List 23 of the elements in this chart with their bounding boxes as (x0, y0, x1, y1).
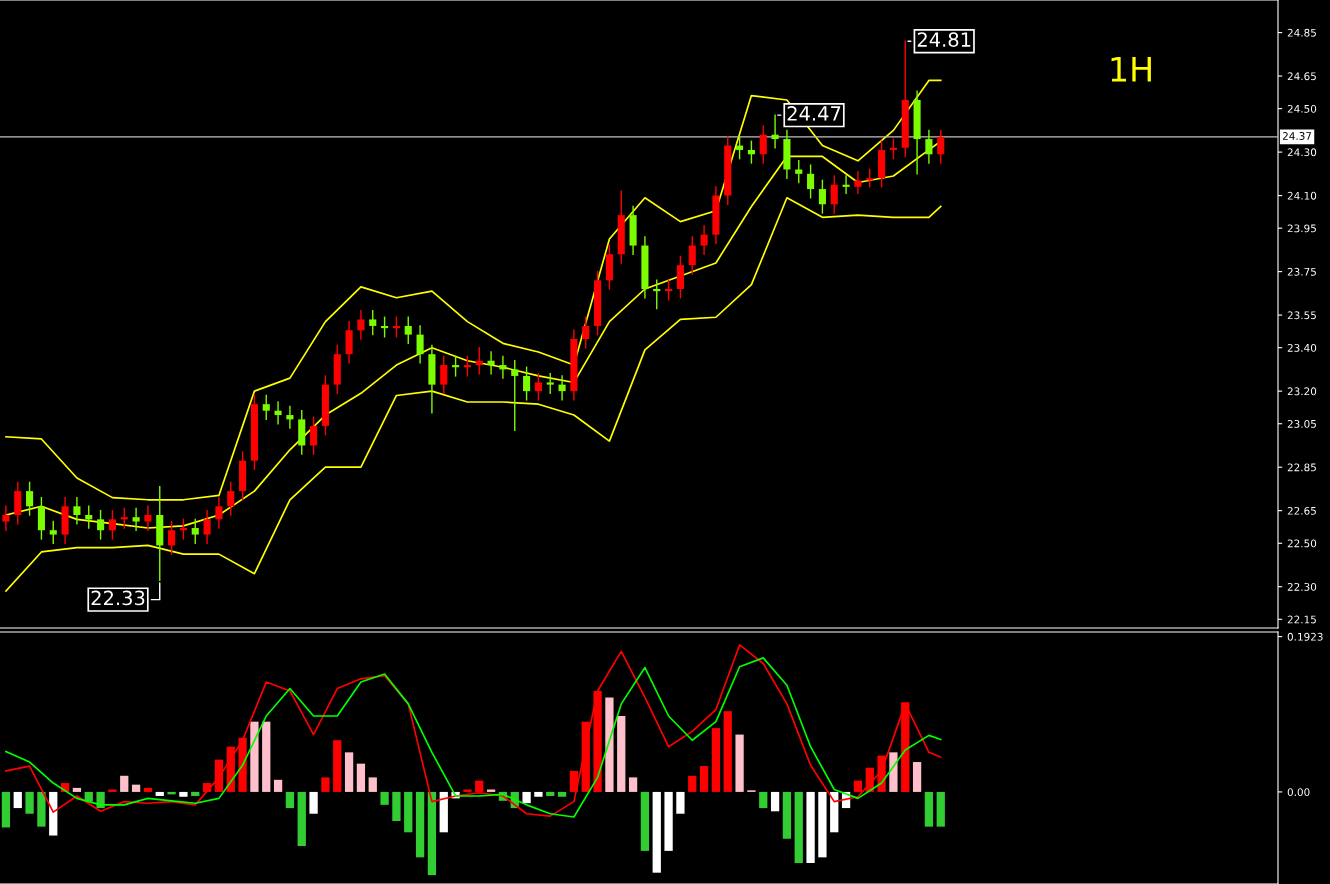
y-tick-label: 22.50 (1287, 539, 1317, 548)
y-tick-label: 22.65 (1287, 506, 1316, 515)
y-tick-label: 24.10 (1287, 191, 1317, 200)
y-tick-label: 24.30 (1287, 148, 1317, 157)
y-tick-label: 0.1923 (1287, 632, 1323, 641)
y-tick-label: 24.85 (1287, 28, 1316, 37)
y-tick-label: 22.85 (1287, 463, 1316, 472)
y-tick-label: 23.40 (1287, 343, 1317, 352)
annotation: 1H (1111, 57, 1151, 82)
y-tick-label: 23.95 (1287, 224, 1316, 233)
ref-line-label: 24.37 (1282, 132, 1312, 140)
annotation: 24.81 (917, 32, 971, 47)
annotation: 22.33 (91, 590, 145, 606)
y-tick-label: 24.50 (1287, 104, 1317, 113)
y-tick-label: 0.00 (1287, 788, 1310, 797)
y-tick-label: 23.55 (1287, 311, 1316, 320)
y-tick-label: 22.15 (1287, 615, 1316, 624)
y-tick-label: 23.20 (1287, 387, 1317, 396)
y-tick-label: 22.30 (1287, 582, 1317, 591)
y-tick-label: 23.75 (1287, 267, 1316, 276)
y-tick-label: 23.05 (1287, 419, 1316, 428)
annotation: 24.47 (787, 106, 841, 121)
y-tick-label: 24.65 (1287, 72, 1316, 81)
